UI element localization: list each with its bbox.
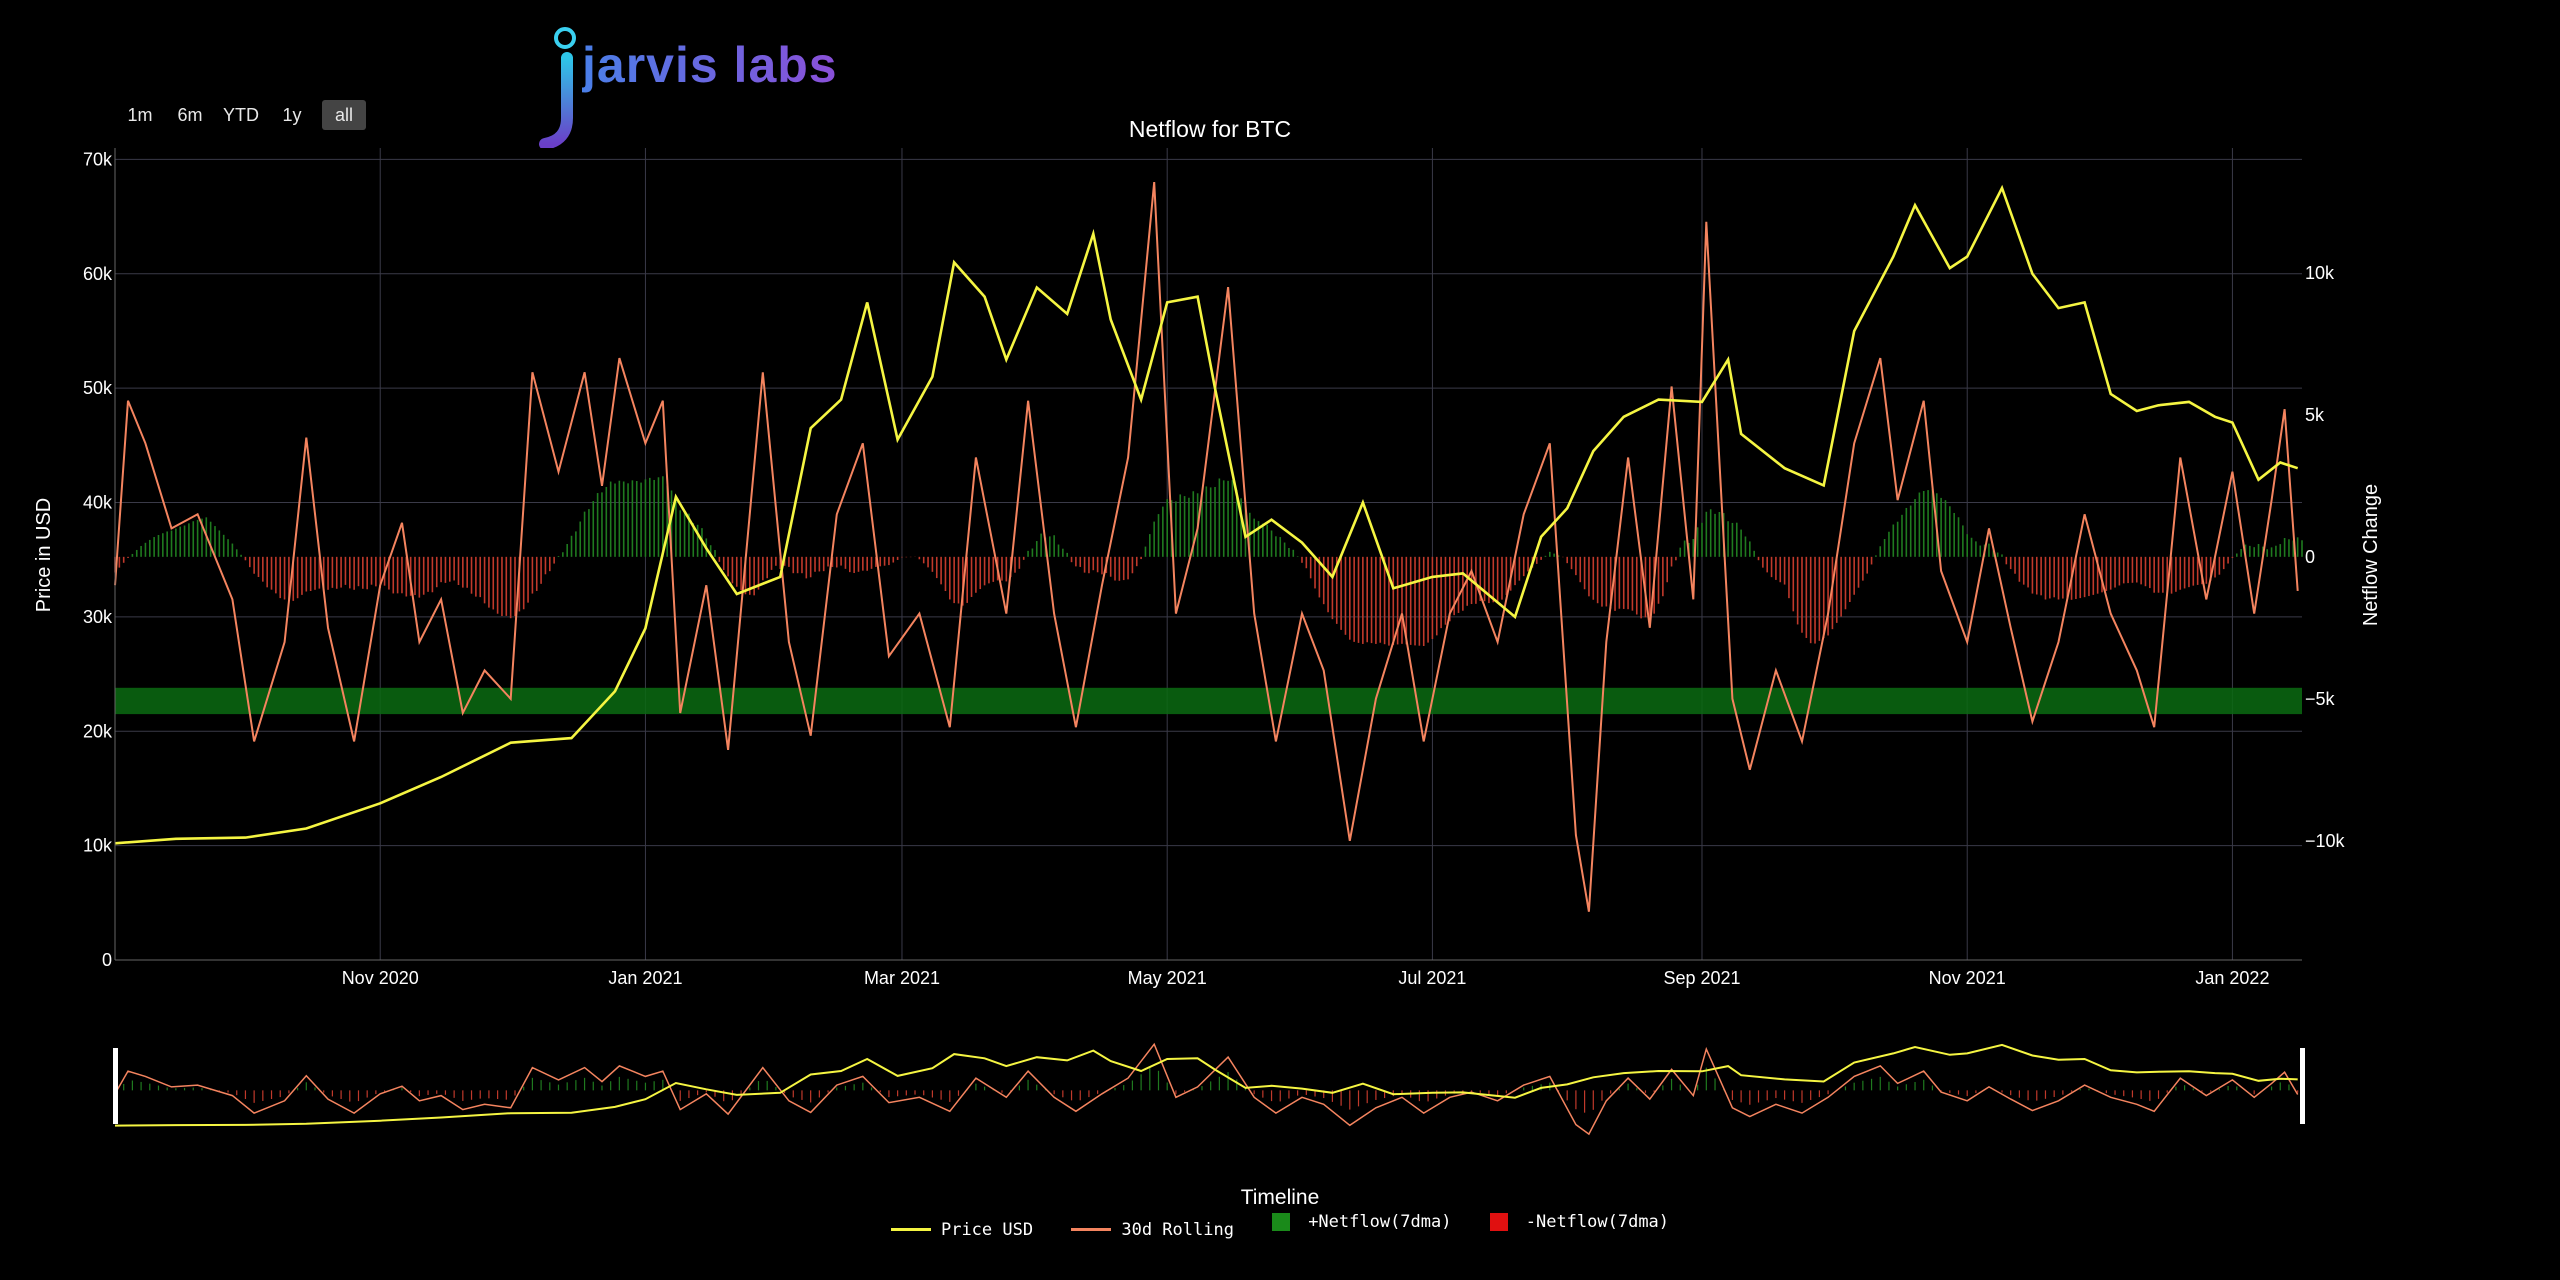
legend-label-price: Price USD — [940, 1219, 1034, 1240]
pos-netflow-swatch — [1272, 1213, 1291, 1231]
axes: Nov 2020 Jan 2021 Mar 2021 May 2021 Jul 2021… — [83, 148, 2346, 988]
series-lines — [114, 182, 2299, 912]
mini-price-line — [114, 1043, 2298, 1127]
rolling-line-swatch — [1071, 1228, 1112, 1231]
y-right-tick-label: 5k — [2305, 405, 2325, 425]
jarvis-labs-logo — [539, 27, 576, 148]
x-tick-label: Nov 2021 — [1929, 968, 2006, 988]
netflow-bars — [114, 476, 2303, 646]
legend-item-price[interactable]: Price USD — [890, 1219, 1034, 1240]
y-right-tick-label: 10k — [2305, 263, 2335, 283]
y-right-tick-label: −5k — [2305, 689, 2336, 709]
legend-label-rolling: 30d Rolling — [1121, 1219, 1234, 1240]
y-axis-right-label: Netflow Change — [2360, 484, 2382, 626]
y-right-tick-label: 0 — [2305, 547, 2315, 567]
x-tick-label: May 2021 — [1128, 968, 1207, 988]
range-slider-right-handle[interactable] — [2300, 1048, 2305, 1124]
y-right-tick-label: −10k — [2305, 831, 2346, 851]
x-tick-label: Nov 2020 — [342, 968, 419, 988]
y-left-tick-label: 70k — [83, 149, 113, 169]
support-band-rect — [115, 687, 2302, 715]
y-left-tick-label: 40k — [83, 493, 113, 513]
grid — [115, 148, 2302, 961]
range-slider[interactable] — [114, 1042, 2299, 1136]
legend-item-pos-netflow[interactable]: +Netflow(7dma) — [1272, 1212, 1451, 1232]
y-left-tick-label: 20k — [83, 721, 113, 741]
range-button-1m[interactable]: 1m — [127, 105, 153, 125]
support-band — [115, 687, 2302, 715]
legend-item-rolling[interactable]: 30d Rolling — [1071, 1220, 1234, 1240]
x-tick-label: Mar 2021 — [864, 968, 940, 988]
range-slider-left-handle[interactable] — [113, 1048, 118, 1124]
legend-item-neg-netflow[interactable]: -Netflow(7dma) — [1489, 1212, 1670, 1232]
legend-label-neg-netflow: -Netflow(7dma) — [1525, 1212, 1670, 1232]
range-slider-title: Timeline — [1240, 1186, 1320, 1209]
range-button-all[interactable]: all — [322, 100, 366, 130]
range-button-ytd[interactable]: YTD — [223, 105, 259, 125]
y-left-tick-label: 60k — [83, 264, 113, 284]
y-left-tick-label: 50k — [83, 378, 113, 398]
range-button-1y[interactable]: 1y — [282, 105, 302, 125]
mini-rolling-line — [114, 1042, 2299, 1136]
y-left-tick-label: 30k — [83, 607, 113, 627]
logo-text: jarvis labs — [582, 37, 838, 93]
x-tick-label: Sep 2021 — [1663, 968, 1740, 988]
y-axis-left-label: Price in USD — [33, 498, 55, 612]
rolling-line — [114, 182, 2299, 912]
y-left-tick-label: 10k — [83, 836, 113, 856]
x-tick-label: Jan 2021 — [608, 968, 682, 988]
neg-netflow-swatch — [1489, 1213, 1508, 1231]
y-left-tick-label: 0 — [102, 950, 112, 970]
x-tick-label: Jan 2022 — [2195, 968, 2269, 988]
price-line-swatch — [890, 1228, 931, 1231]
x-tick-label: Jul 2021 — [1398, 968, 1466, 988]
legend: Price USD 30d Rolling +Netflow(7dma) -Ne… — [0, 1212, 2560, 1240]
price-line — [114, 184, 2299, 845]
chart-title: Netflow for BTC — [1129, 116, 1291, 142]
legend-label-pos-netflow: +Netflow(7dma) — [1308, 1212, 1452, 1232]
range-button-6m[interactable]: 6m — [177, 105, 203, 125]
